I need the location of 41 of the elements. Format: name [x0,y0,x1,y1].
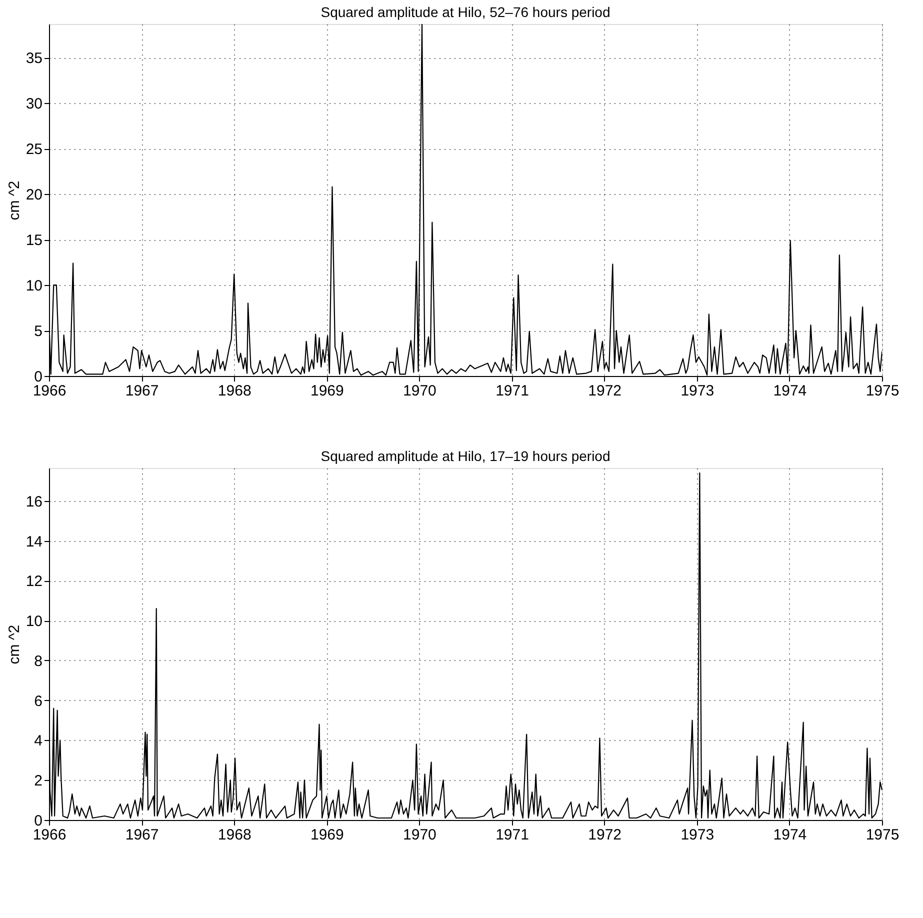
x-tick-label: 1969 [310,382,344,400]
y-tick-label: 10 [26,613,42,630]
y-tick-label: 10 [26,278,42,295]
y-tick-label: 5 [34,323,42,340]
x-tick-label: 1972 [588,826,622,844]
chart-title: Squared amplitude at Hilo, 17–19 hours period [320,448,610,464]
y-tick-label: 8 [34,652,42,670]
y-tick-label: 35 [26,50,42,68]
x-tick-label: 1973 [680,826,714,844]
x-tick-label: 1973 [680,382,714,400]
x-tick-label: 1972 [588,382,622,400]
y-axis-title: cm ^2 [6,624,23,664]
y-tick-label: 25 [26,141,42,158]
y-tick-label: 16 [26,493,42,510]
x-tick-label: 1968 [218,826,252,844]
x-tick-label: 1971 [496,826,529,844]
y-tick-label: 12 [26,573,42,590]
y-tick-label: 0 [34,812,42,830]
x-tick-label: 1974 [773,382,807,400]
x-tick-label: 1966 [32,382,66,400]
y-tick-label: 4 [34,732,42,750]
x-tick-label: 1967 [125,382,159,400]
x-tick-label: 1975 [866,382,900,400]
chart-title: Squared amplitude at Hilo, 52–76 hours period [320,4,610,20]
x-tick-label: 1970 [403,382,436,400]
x-tick-label: 1966 [32,826,66,844]
y-tick-label: 20 [26,186,42,204]
x-tick-label: 1970 [403,826,436,844]
y-tick-label: 15 [26,232,42,250]
y-axis-title: cm ^2 [6,180,23,220]
y-tick-label: 30 [26,96,42,113]
x-tick-label: 1975 [866,826,900,844]
x-tick-label: 1969 [310,826,344,844]
x-tick-label: 1967 [125,826,159,844]
y-tick-label: 2 [34,772,42,790]
y-tick-label: 6 [34,692,42,710]
x-tick-label: 1971 [496,382,529,400]
x-tick-label: 1974 [773,826,807,844]
y-tick-label: 14 [26,533,42,550]
y-tick-label: 0 [34,368,42,386]
x-tick-label: 1968 [218,382,252,400]
